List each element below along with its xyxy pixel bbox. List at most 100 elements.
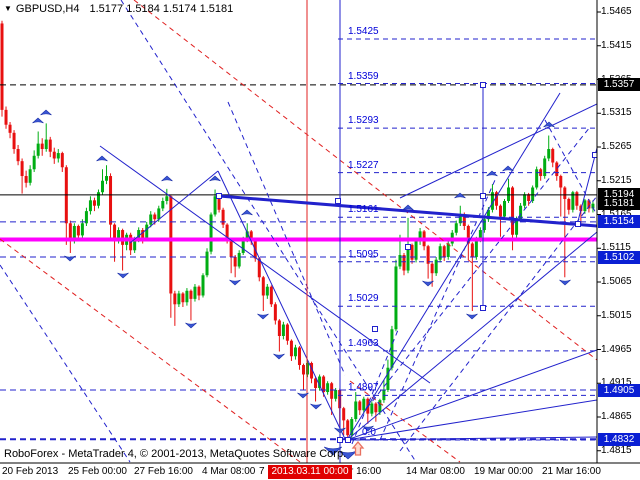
time-tick-label: 7 [259,466,265,477]
blue-trendline[interactable] [576,147,597,226]
candle-body [213,196,217,215]
object-handle[interactable] [345,437,351,443]
price-tick-label: 1.4915 [601,377,632,388]
candle-body [193,286,197,299]
candle-body [486,209,490,220]
candle-body [141,230,145,239]
blue-trendline[interactable] [399,103,597,199]
candle-body [551,149,555,163]
candle-body [56,153,60,159]
red-dashed-trendline[interactable] [133,0,597,361]
blue-trendline[interactable] [346,349,597,441]
candle-body [189,290,193,299]
candle-body [511,187,515,235]
candle-body [354,401,358,420]
candle-body [72,225,76,240]
fractal-up-icon [241,209,253,216]
main-trendline[interactable] [218,194,597,228]
candle-body [318,376,322,388]
time-tick-label: r 16:00 [350,466,382,477]
candle-body [229,239,233,258]
price-tick-label: 1.5065 [601,276,632,287]
fractal-up-icon [502,165,514,172]
object-handle[interactable] [480,82,486,88]
blue-dashed-trendline[interactable] [366,126,591,409]
candle-body [217,196,221,210]
object-handle[interactable] [480,305,486,311]
candle-body [181,293,185,303]
price-tick-label: 1.4865 [601,411,632,422]
candle-body [52,151,56,159]
candle-body [358,401,362,411]
price-tick-label: 1.5465 [601,6,632,17]
candle-body [137,230,141,240]
candle-body [157,208,161,220]
candle-body [48,139,52,152]
blue-trendline[interactable] [346,399,597,441]
object-handle[interactable] [592,152,598,158]
time-tick-label: 14 Mar 08:00 [406,466,465,477]
candle-body [519,205,523,220]
fib-level-label: 1.5359 [348,70,379,82]
price-tick-label: 1.5265 [601,141,632,152]
candle-body [531,187,535,201]
blue-dashed-trendline[interactable] [351,329,399,445]
blue-dashed-trendline[interactable] [227,101,346,376]
candle-body [571,192,575,210]
candle-body [515,219,519,235]
object-handle[interactable] [575,221,581,227]
red-dashed-trendline[interactable] [349,380,461,463]
fractal-down-icon [185,322,197,329]
blue-trendline[interactable] [346,92,561,441]
blue-dashed-trendline[interactable] [120,0,417,463]
blue-dashed-trendline[interactable] [399,195,597,452]
price-badge-1.5357: 1.5357 [598,78,640,92]
candle-body [362,398,366,411]
object-handle[interactable] [372,326,378,332]
candle-body [334,390,338,399]
object-handle[interactable] [335,198,341,204]
candle-body [113,224,117,240]
candle-body [88,200,92,212]
blue-trendline[interactable] [99,145,431,384]
candle-body [350,419,354,436]
symbol-dropdown-icon[interactable]: ▼ [4,4,12,13]
symbol-label: GBPUSD,H4 [15,3,80,15]
object-handle[interactable] [480,193,486,199]
candle-body [80,223,84,236]
fractal-down-icon [422,280,434,287]
blue-trendline[interactable] [346,231,597,441]
fractal-up-icon [454,192,466,199]
fractal-down-icon [297,392,309,399]
candles-layer [0,20,595,442]
fractal-down-icon [257,313,269,320]
candle-body [101,180,104,193]
candle-body [241,239,245,253]
fib-level-label: 1.5161 [348,204,379,216]
candle-body [535,169,539,188]
candle-body [438,246,442,260]
blue-dashed-trendline[interactable] [544,119,597,216]
candle-body [245,231,249,240]
fib-level-label: 1.4963 [348,337,379,349]
fractal-down-icon [334,427,346,434]
price-tick-label: 1.4965 [601,343,632,355]
candle-body [302,365,305,375]
candle-body [40,143,44,150]
object-handle[interactable] [216,193,222,199]
blue-trendline[interactable] [346,436,597,441]
blue-trendline[interactable] [217,170,346,440]
blue-trendline[interactable] [129,170,219,244]
candle-body [478,230,482,240]
candle-body [24,176,28,183]
object-handle[interactable] [405,244,411,250]
object-handle[interactable] [337,437,343,443]
candle-body [16,149,20,162]
red-dashed-trendline[interactable] [0,238,301,463]
candle-body [28,169,32,183]
candle-body [446,243,450,258]
candle-body [547,149,551,159]
blue-dashed-trendline[interactable] [0,264,131,463]
